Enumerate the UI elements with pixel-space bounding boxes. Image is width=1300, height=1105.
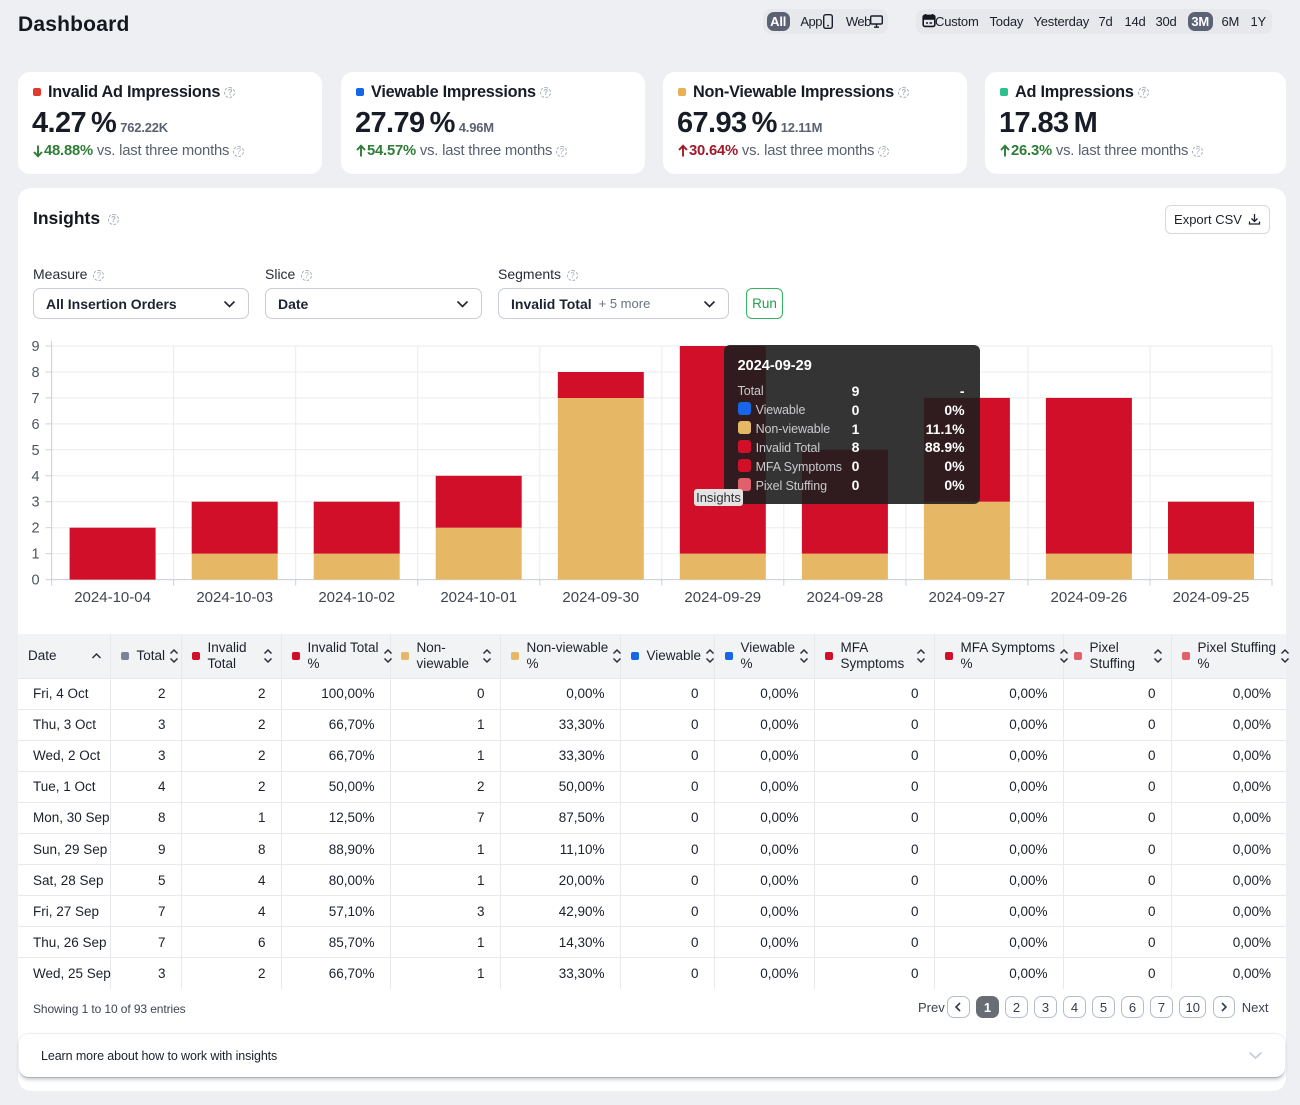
svg-text:2024-10-04: 2024-10-04	[74, 589, 151, 606]
svg-text:4: 4	[32, 469, 40, 485]
svg-text:6: 6	[32, 417, 40, 433]
svg-text:2024-10-03: 2024-10-03	[196, 589, 273, 606]
svg-text:7: 7	[32, 391, 40, 407]
svg-text:5: 5	[32, 443, 40, 459]
svg-text:3: 3	[32, 495, 40, 511]
svg-text:2: 2	[32, 521, 40, 537]
svg-text:2024-09-25: 2024-09-25	[1173, 589, 1250, 606]
svg-text:2024-10-01: 2024-10-01	[440, 589, 517, 606]
svg-text:2024-09-29: 2024-09-29	[684, 589, 761, 606]
svg-text:2024-09-26: 2024-09-26	[1051, 589, 1128, 606]
svg-text:2024-09-27: 2024-09-27	[929, 589, 1006, 606]
svg-text:2024-10-02: 2024-10-02	[318, 589, 395, 606]
svg-text:8: 8	[32, 365, 40, 381]
svg-text:1: 1	[32, 547, 40, 563]
svg-text:0: 0	[32, 573, 40, 589]
svg-text:2024-09-30: 2024-09-30	[562, 589, 639, 606]
svg-text:2024-09-28: 2024-09-28	[807, 589, 884, 606]
svg-text:9: 9	[32, 339, 40, 355]
